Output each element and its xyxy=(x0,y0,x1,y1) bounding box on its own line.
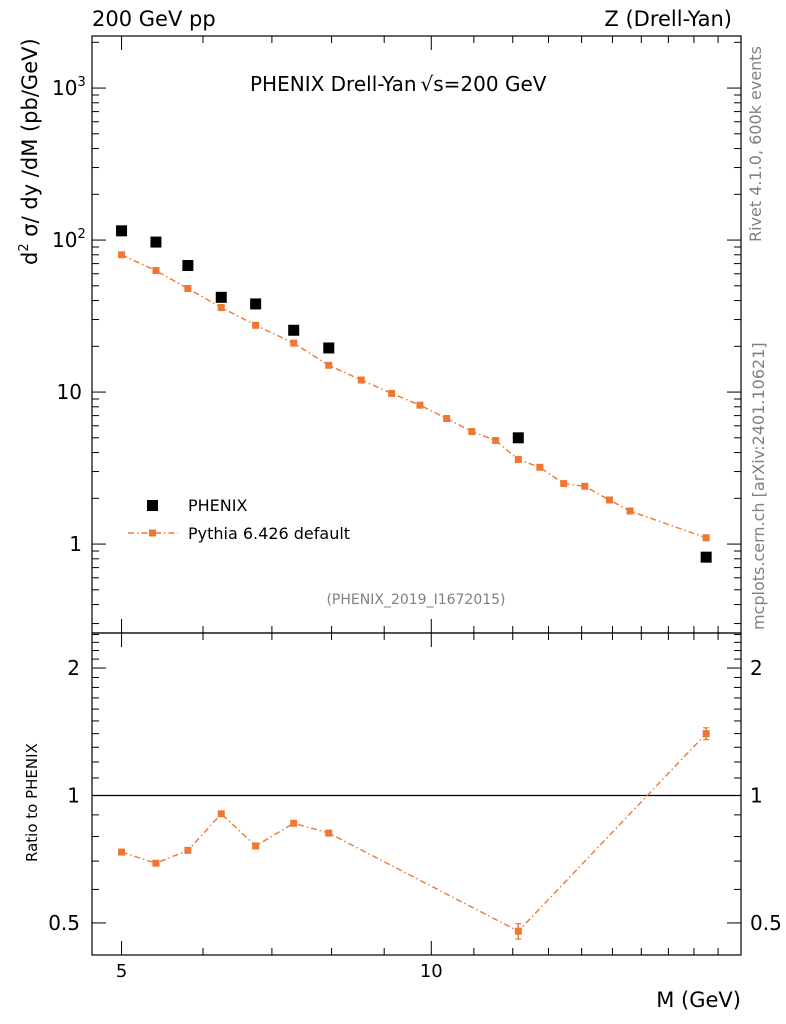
pythia-point-5 xyxy=(290,339,298,347)
pythia-point-13 xyxy=(514,456,522,464)
phenix-point-0 xyxy=(116,225,128,237)
legend-pythia-label: Pythia 6.426 default xyxy=(188,524,350,543)
pythia-point-19 xyxy=(702,534,710,542)
pythia-point-17 xyxy=(605,496,613,504)
x-axis-label: M (GeV) xyxy=(656,988,741,1012)
y-label-prefix: d xyxy=(18,252,42,265)
marks-layer xyxy=(116,225,712,940)
ratio-y-tick-label-right-2: 2 xyxy=(750,656,763,680)
pythia-point-8 xyxy=(388,389,396,397)
phenix-point-1 xyxy=(150,236,162,248)
ratio-y-axis-label: Ratio to PHENIX xyxy=(23,743,41,862)
ratio-point-7 xyxy=(514,927,522,935)
pythia-point-12 xyxy=(492,437,500,445)
pythia-point-4 xyxy=(252,321,260,329)
ratio-point-1 xyxy=(152,859,160,867)
ratio-point-0 xyxy=(118,848,126,856)
ratio-y-tick-label-right-0: 0.5 xyxy=(750,911,782,935)
legend: PHENIX Pythia 6.426 default xyxy=(128,496,350,543)
phenix-point-2 xyxy=(182,260,194,272)
main-plot-title: PHENIX Drell-Yan √s=200 GeV xyxy=(250,72,547,96)
title-sqrt-text: √s xyxy=(421,72,444,96)
pythia-point-7 xyxy=(357,376,365,384)
main-y-axis-label: d2 σ/ dy /dM (pb/GeV) xyxy=(17,38,42,265)
pythia-point-18 xyxy=(626,507,634,515)
pythia-point-14 xyxy=(536,463,544,471)
main-plot-frame xyxy=(91,35,742,634)
analysis-id-label: (PHENIX_2019_I1672015) xyxy=(326,592,505,608)
y-label-rest: σ/ dy /dM (pb/GeV) xyxy=(18,38,42,243)
main-y-tick-label-0: 1 xyxy=(69,532,82,556)
main-y-tick-label-base-2: 10 xyxy=(52,228,77,252)
ratio-point-6 xyxy=(325,829,333,837)
phenix-point-6 xyxy=(323,342,335,354)
main-y-tick-label-exp-3: 3 xyxy=(77,75,85,90)
mcplots-label: mcplots.cern.ch [arXiv:2401.10621] xyxy=(749,342,768,630)
ratio-point-8 xyxy=(702,730,710,738)
phenix-point-3 xyxy=(215,291,227,303)
title-main-text: PHENIX Drell-Yan xyxy=(250,72,417,96)
phenix-point-7 xyxy=(512,432,524,444)
main-y-tick-label-1: 10 xyxy=(57,380,82,404)
ratio-point-5 xyxy=(290,819,298,827)
y-label-superscript: 2 xyxy=(17,243,32,251)
pythia-point-0 xyxy=(118,251,126,259)
title-energy-text: =200 GeV xyxy=(444,72,547,96)
header-left-label: 200 GeV pp xyxy=(92,7,216,31)
phenix-point-5 xyxy=(288,324,300,336)
ratio-y-tick-label-left-0: 0.5 xyxy=(48,911,80,935)
pythia-point-2 xyxy=(184,285,192,293)
main-y-tick-label-3: 103 xyxy=(52,75,86,100)
ratio-point-2 xyxy=(184,846,192,854)
main-y-tick-label-base-3: 10 xyxy=(52,76,77,100)
pythia-point-16 xyxy=(581,482,589,490)
x-tick-label-1: 10 xyxy=(420,961,443,982)
phenix-point-4 xyxy=(250,298,262,310)
ratio-point-4 xyxy=(252,842,260,850)
pythia-series-line xyxy=(121,254,707,539)
rivet-version-label: Rivet 4.1.0, 600k events xyxy=(746,46,765,242)
ratio-series-line xyxy=(121,733,707,933)
header-right-label: Z (Drell-Yan) xyxy=(604,7,732,31)
pythia-point-9 xyxy=(416,401,424,409)
pythia-point-11 xyxy=(468,428,476,436)
main-y-tick-label-exp-2: 2 xyxy=(77,227,85,242)
ratio-y-tick-label-left-1: 1 xyxy=(67,783,80,807)
pythia-point-15 xyxy=(560,480,568,488)
ratio-point-3 xyxy=(217,810,225,818)
pythia-point-6 xyxy=(325,361,333,369)
pythia-point-10 xyxy=(443,415,451,423)
ratio-y-tick-label-right-1: 1 xyxy=(750,783,763,807)
pythia-point-3 xyxy=(217,304,225,312)
phenix-point-8 xyxy=(700,551,712,563)
x-tick-label-0: 5 xyxy=(116,961,127,982)
pythia-point-1 xyxy=(152,267,160,275)
ratio-y-tick-label-left-2: 2 xyxy=(67,656,80,680)
legend-phenix-label: PHENIX xyxy=(188,496,247,515)
legend-phenix-marker xyxy=(147,500,158,511)
legend-pythia-marker xyxy=(149,529,156,537)
ratio-plot-frame xyxy=(91,632,742,956)
main-y-tick-label-2: 102 xyxy=(52,227,86,252)
